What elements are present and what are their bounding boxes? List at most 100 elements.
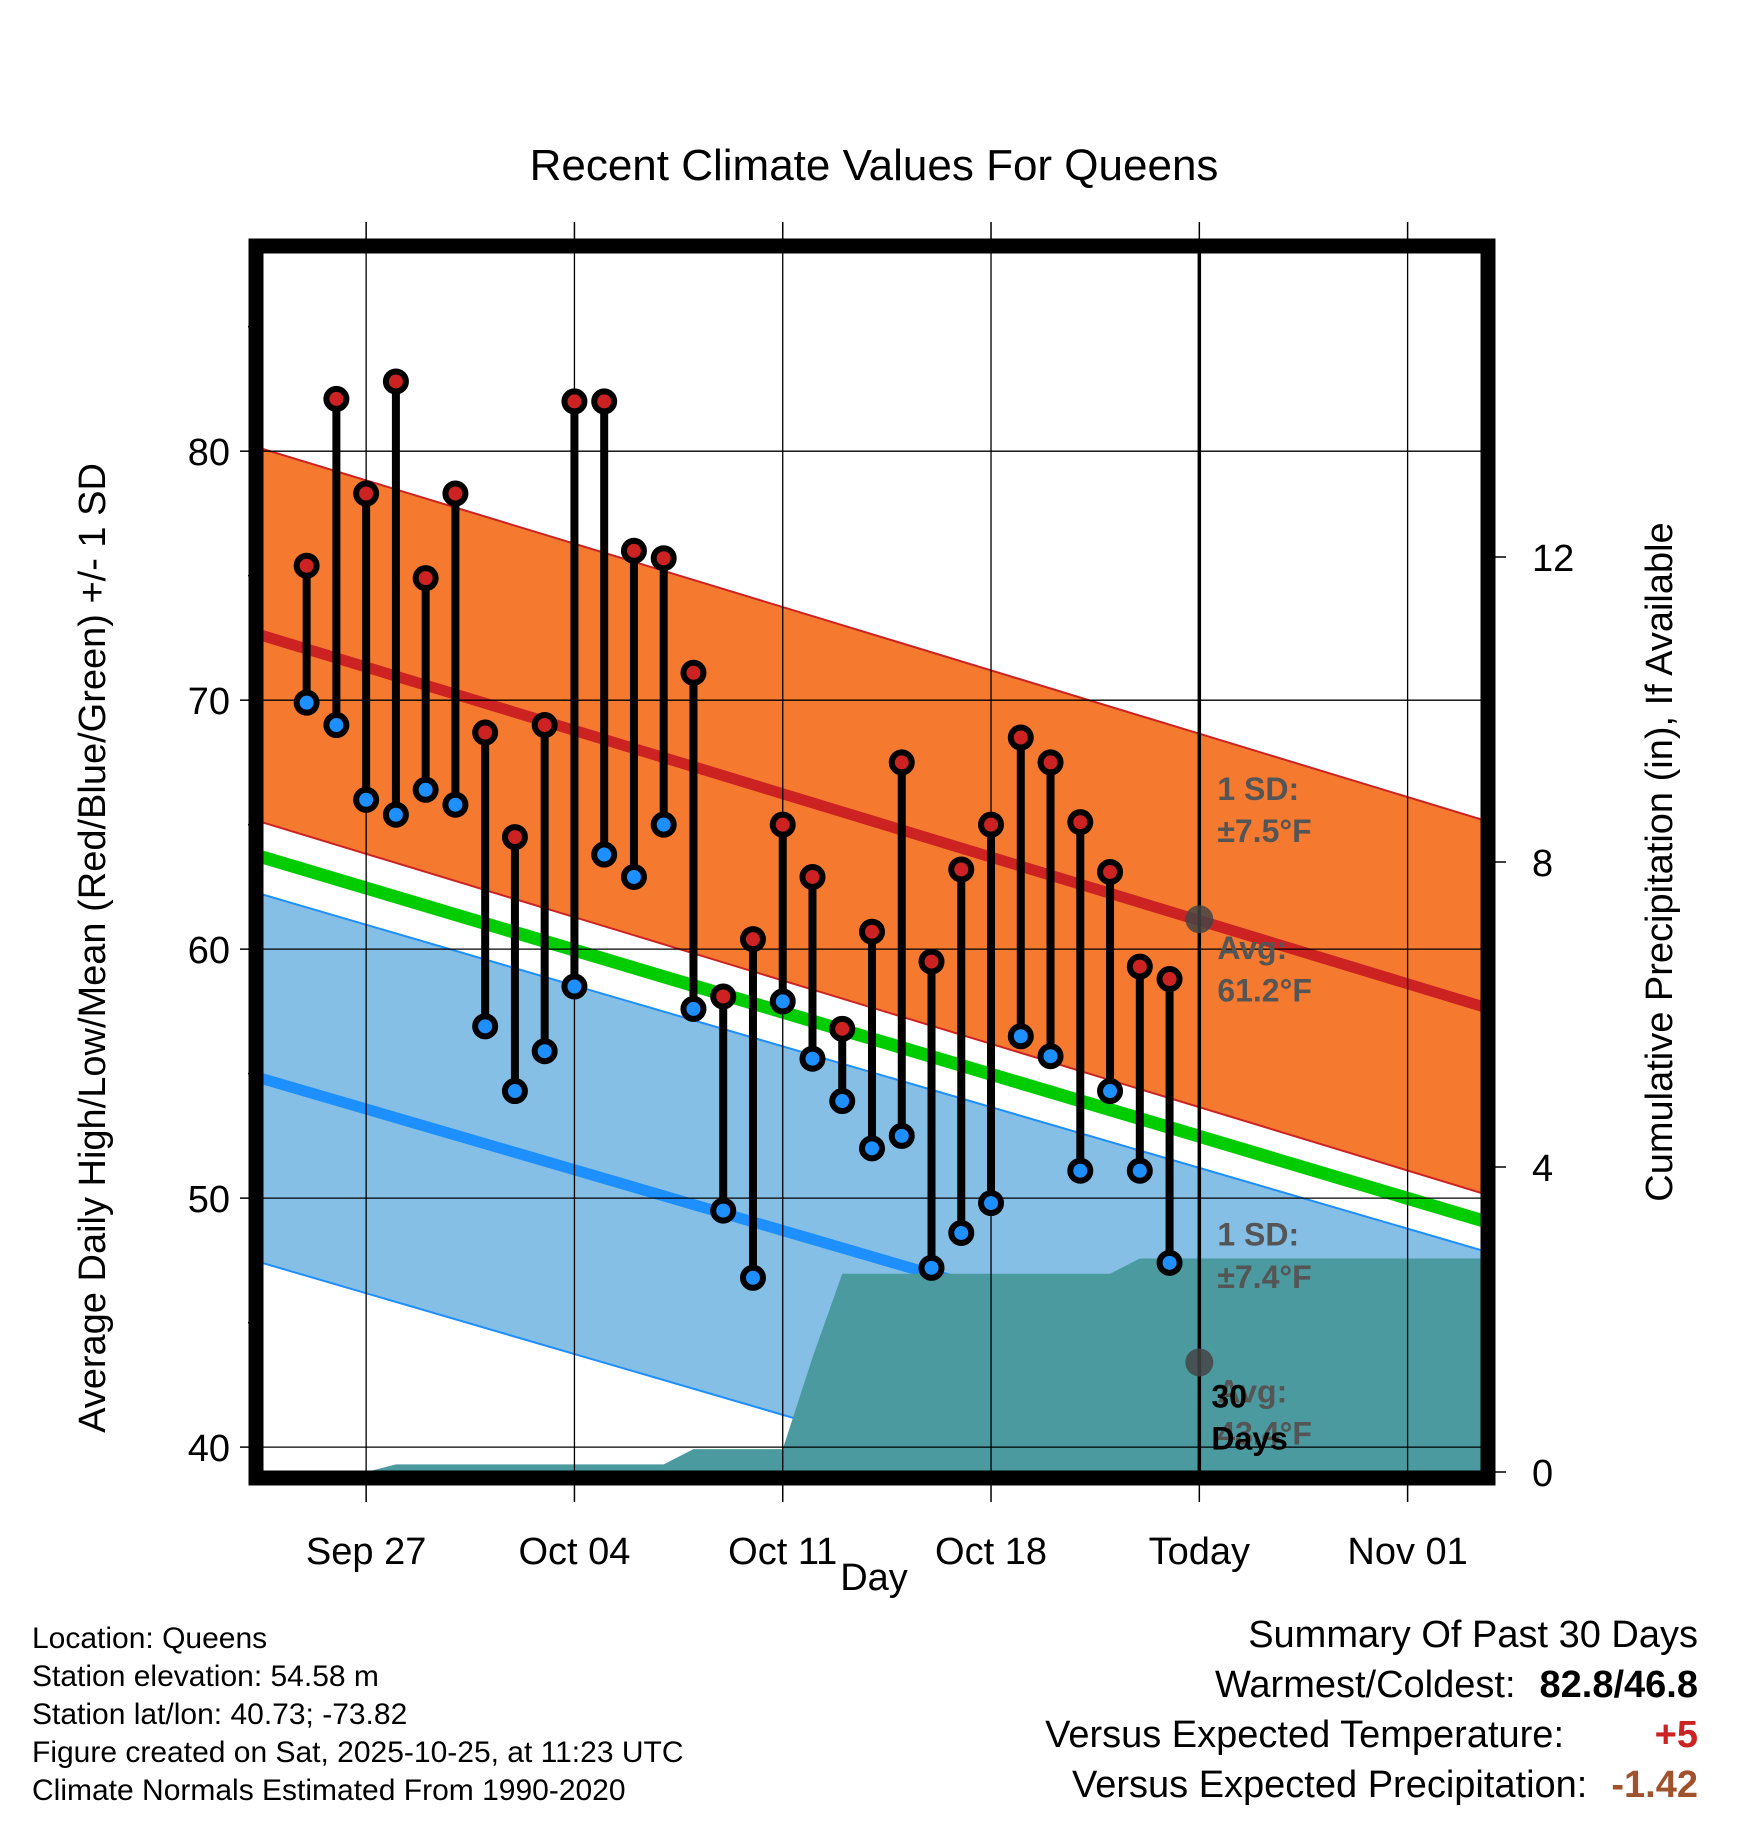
daily-low-point bbox=[859, 1135, 885, 1162]
daily-low-point bbox=[591, 841, 618, 868]
daily-high-point bbox=[859, 918, 885, 945]
high-avg-value: 61.2°F bbox=[1217, 972, 1312, 1008]
daily-high-point bbox=[353, 480, 380, 507]
today-avg-low-point bbox=[1185, 1348, 1214, 1377]
climate-chart: Recent Climate Values For Queens 1 SD: ±7… bbox=[72, 141, 1681, 1599]
daily-low-point bbox=[710, 1197, 737, 1224]
daily-low-point bbox=[1156, 1249, 1183, 1276]
daily-low-point bbox=[353, 786, 380, 813]
daily-high-point bbox=[591, 388, 618, 415]
y-tick-label: 70 bbox=[188, 681, 230, 723]
y2-tick-label: 12 bbox=[1532, 538, 1574, 580]
daily-high-point bbox=[888, 749, 915, 776]
y2-tick-label: 4 bbox=[1532, 1148, 1553, 1190]
daily-high-point bbox=[829, 1015, 856, 1042]
daily-low-point bbox=[1067, 1157, 1094, 1184]
daily-low-point bbox=[888, 1122, 915, 1149]
daily-high-point bbox=[978, 811, 1005, 838]
y-tick-label: 80 bbox=[188, 432, 230, 474]
plot-area: 1 SD: ±7.5°F Avg: 61.2°F 1 SD: ±7.4°F Avg: 43.4… bbox=[188, 222, 1574, 1573]
y-tick-label: 50 bbox=[188, 1179, 230, 1221]
summary-warm-cold: Warmest/Coldest: 82.8/46.8 bbox=[1045, 1660, 1698, 1710]
daily-high-point bbox=[1007, 724, 1034, 751]
daily-high-point bbox=[918, 948, 945, 975]
daily-high-point bbox=[531, 712, 558, 739]
precip-area bbox=[262, 1258, 1482, 1472]
daily-high-point bbox=[561, 388, 588, 415]
daily-low-point bbox=[472, 1013, 499, 1040]
y2-tick-label: 8 bbox=[1532, 843, 1553, 885]
daily-high-point bbox=[948, 856, 975, 883]
summary-precip: Versus Expected Precipitation: -1.42 bbox=[1045, 1760, 1698, 1810]
daily-low-point bbox=[680, 995, 707, 1022]
daily-low-point bbox=[978, 1190, 1005, 1217]
daily-high-point bbox=[799, 863, 826, 890]
precip-label: Versus Expected Precipitation: bbox=[1071, 1764, 1588, 1806]
warm-cold-value: 82.8/46.8 bbox=[1539, 1664, 1698, 1706]
avg-high-line bbox=[260, 630, 1484, 1012]
daily-high-point bbox=[710, 983, 737, 1010]
location-text: Location: Queens bbox=[32, 1622, 268, 1655]
today-avg-high-point bbox=[1185, 905, 1214, 934]
x-tick-label: Oct 04 bbox=[518, 1531, 630, 1573]
daily-high-point bbox=[382, 368, 409, 395]
daily-low-point bbox=[739, 1264, 766, 1291]
summary-panel: Summary Of Past 30 Days Warmest/Coldest:… bbox=[1045, 1610, 1698, 1810]
daily-high-point bbox=[650, 545, 677, 572]
daily-high-point bbox=[620, 537, 647, 564]
y2-axis-label: Cumulative Precipitation (in), If Availa… bbox=[1639, 522, 1681, 1201]
daily-low-point bbox=[948, 1219, 975, 1246]
y-tick-label: 60 bbox=[188, 930, 230, 972]
high-avg-label: Avg: bbox=[1217, 930, 1287, 966]
plot-frame bbox=[248, 238, 1496, 1486]
low-sd-value: ±7.4°F bbox=[1217, 1259, 1311, 1295]
low-avg-value: 43.4°F bbox=[1217, 1416, 1312, 1452]
daily-high-point bbox=[1067, 809, 1094, 836]
daily-high-point bbox=[412, 565, 439, 592]
daily-low-point bbox=[1037, 1043, 1064, 1070]
warm-cold-label: Warmest/Coldest: bbox=[1214, 1664, 1516, 1706]
station-info: Location: Queens Station elevation: 54.5… bbox=[32, 1620, 684, 1810]
elevation-text: Station elevation: 54.58 m bbox=[32, 1660, 379, 1693]
daily-high-point bbox=[1126, 953, 1153, 980]
latlon-text: Station lat/lon: 40.73; -73.82 bbox=[32, 1698, 408, 1731]
daily-low-point bbox=[620, 863, 647, 890]
summary-title: Summary Of Past 30 Days bbox=[1248, 1614, 1698, 1656]
daily-high-point bbox=[323, 385, 350, 412]
daily-low-point bbox=[918, 1254, 945, 1281]
low-sd-label: 1 SD: bbox=[1217, 1216, 1299, 1252]
x-tick-label: Sep 27 bbox=[306, 1531, 426, 1573]
daily-high-point bbox=[769, 811, 796, 838]
daily-high-point bbox=[293, 552, 320, 579]
daily-low-point bbox=[382, 801, 409, 828]
x-tick-label: Oct 11 bbox=[728, 1531, 837, 1573]
normals-text: Climate Normals Estimated From 1990-2020 bbox=[32, 1774, 626, 1807]
y2-tick-label: 0 bbox=[1532, 1453, 1553, 1495]
high-sd-value: ±7.5°F bbox=[1217, 813, 1311, 849]
daily-low-point bbox=[799, 1045, 826, 1072]
precip-value: -1.42 bbox=[1611, 1764, 1698, 1806]
daily-low-point bbox=[293, 689, 320, 716]
daily-low-point bbox=[769, 988, 796, 1015]
daily-high-point bbox=[1156, 966, 1183, 993]
temp-label: Versus Expected Temperature: bbox=[1045, 1714, 1564, 1756]
daily-low-point bbox=[829, 1088, 856, 1115]
y-tick-label: 40 bbox=[188, 1428, 230, 1470]
high-sd-label: 1 SD: bbox=[1217, 771, 1299, 807]
low-avg-label: Avg: bbox=[1217, 1373, 1287, 1409]
x-tick-label: Nov 01 bbox=[1347, 1531, 1467, 1573]
daily-high-point bbox=[1097, 858, 1124, 885]
daily-high-point bbox=[680, 659, 707, 686]
x-tick-label: Today bbox=[1149, 1531, 1250, 1573]
daily-high-point bbox=[472, 719, 499, 746]
x-tick-label: Oct 18 bbox=[935, 1531, 1047, 1573]
daily-low-point bbox=[412, 776, 439, 803]
x-axis-label: Day bbox=[840, 1557, 908, 1599]
summary-temp: Versus Expected Temperature: +5 bbox=[1045, 1710, 1698, 1760]
created-text: Figure created on Sat, 2025-10-25, at 11… bbox=[32, 1736, 684, 1769]
y-axis-label: Average Daily High/Low/Mean (Red/Blue/Gr… bbox=[72, 463, 114, 1433]
daily-low-point bbox=[531, 1038, 558, 1065]
daily-low-point bbox=[1126, 1157, 1153, 1184]
daily-low-point bbox=[650, 811, 677, 838]
daily-high-point bbox=[501, 824, 528, 851]
